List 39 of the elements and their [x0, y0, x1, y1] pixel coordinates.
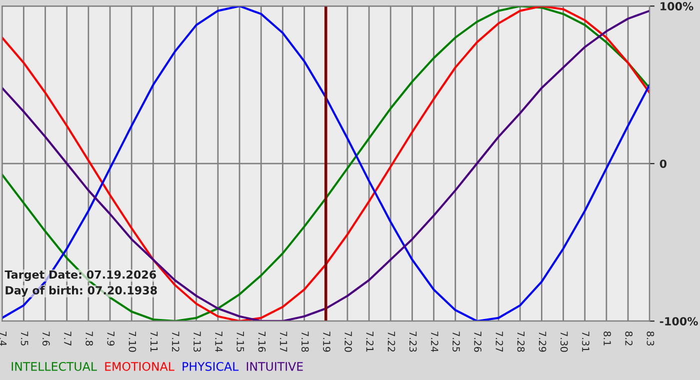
- text: EMOTIONAL: [105, 362, 174, 371]
- y-tick-label: -100%: [660, 317, 698, 326]
- x-tick-label: 7.31: [582, 332, 590, 352]
- text: INTELLECTUAL: [12, 362, 97, 371]
- text: INTUITIVE: [246, 362, 303, 371]
- x-tick-label: 7.25: [452, 332, 460, 352]
- x-tick-label: 7.26: [474, 332, 482, 352]
- y-tick-label: 0: [660, 160, 667, 168]
- x-tick-label: 7.20: [344, 332, 352, 352]
- x-tick-label: 7.5: [20, 332, 28, 346]
- x-tick-label: 7.29: [538, 332, 546, 352]
- x-tick-label: 7.6: [42, 332, 50, 346]
- x-tick-label: 7.27: [496, 332, 504, 352]
- x-tick-label: 7.12: [172, 332, 180, 352]
- x-tick-label: 7.28: [517, 332, 525, 352]
- x-tick-label: 7.15: [236, 332, 244, 352]
- x-tick-label: 7.11: [150, 332, 158, 352]
- x-tick-label: 7.13: [194, 332, 201, 352]
- annotation: Target Date: 07.19.2026: [4, 270, 156, 281]
- x-tick-label: 8.2: [625, 331, 633, 346]
- x-tick-label: 7.9: [107, 332, 115, 346]
- x-tick-label: 7.10: [128, 332, 136, 352]
- x-tick-label: 7.8: [86, 332, 93, 346]
- x-tick-label: 7.16: [258, 332, 266, 352]
- x-tick-label: 7.22: [388, 332, 396, 352]
- x-tick-label: 7.18: [301, 332, 309, 352]
- annotation: Day of birth: 07.20.1938: [6, 286, 157, 297]
- x-tick-label: 7.21: [366, 332, 374, 352]
- x-tick-label: 7.23: [409, 332, 417, 352]
- x-tick-label: 7.24: [431, 332, 438, 352]
- text: PHYSICAL: [182, 362, 239, 371]
- x-tick-label: 7.14: [215, 332, 222, 352]
- x-tick-label: 8.1: [604, 331, 611, 346]
- x-tick-label: 7.30: [560, 332, 568, 352]
- y-tick-label: 100%: [660, 2, 694, 10]
- x-tick-label: 8.3: [646, 331, 654, 346]
- x-tick-label: 7.17: [280, 332, 288, 352]
- x-tick-label: 7.19: [323, 332, 330, 352]
- x-tick-label: 7.7: [64, 332, 72, 346]
